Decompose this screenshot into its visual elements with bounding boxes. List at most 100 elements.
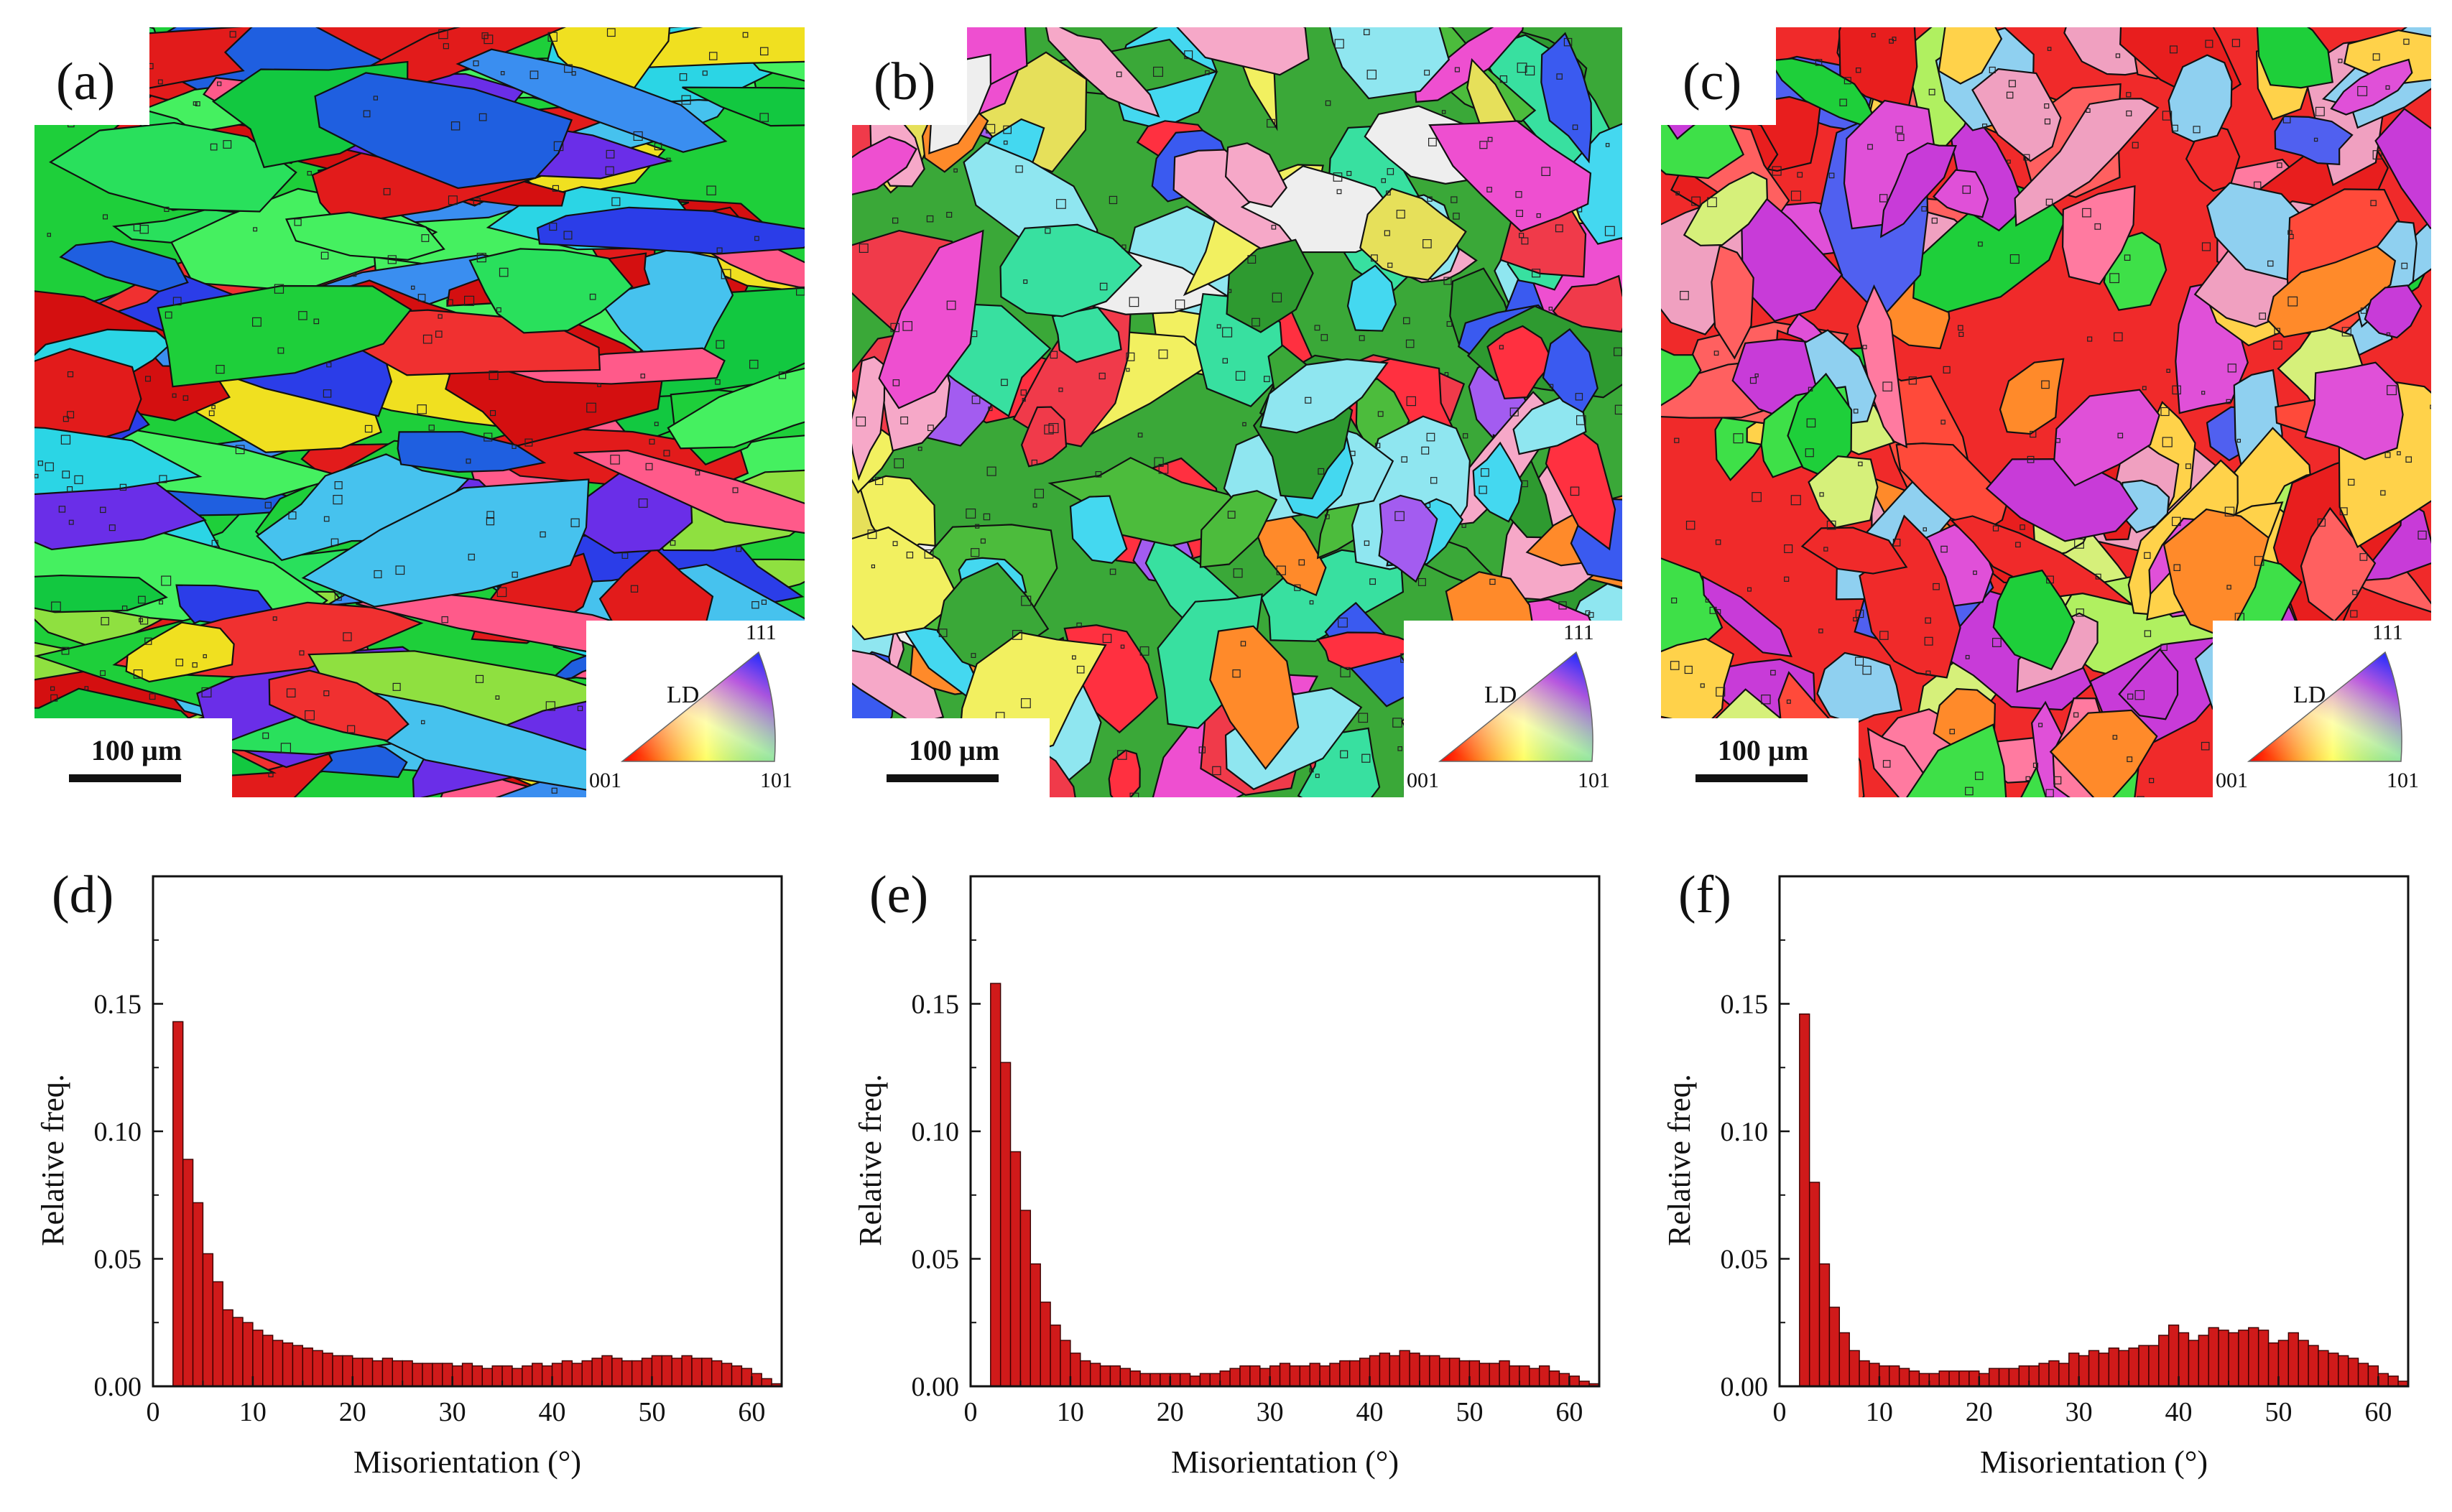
bar	[373, 1361, 383, 1387]
bar	[2298, 1340, 2308, 1386]
ipf-001-label: 001	[1407, 769, 1439, 792]
bar	[1550, 1371, 1560, 1386]
bar	[1469, 1361, 1479, 1387]
bar	[2139, 1345, 2149, 1386]
x-tick-label: 0	[1773, 1397, 1787, 1427]
bar	[2308, 1345, 2318, 1386]
ipf-101-label: 101	[2387, 769, 2419, 792]
x-tick-label: 50	[2264, 1397, 2292, 1427]
bar	[2179, 1332, 2189, 1386]
bar	[1130, 1371, 1140, 1386]
bar	[1810, 1182, 1820, 1386]
bar	[432, 1363, 443, 1386]
bar	[502, 1366, 512, 1386]
ipf-101-label: 101	[760, 769, 792, 792]
bar	[1889, 1366, 1900, 1386]
bar	[1540, 1366, 1550, 1386]
scale-bar	[69, 774, 181, 782]
bar	[1900, 1368, 1910, 1386]
bar	[273, 1340, 283, 1386]
bar	[1859, 1361, 1869, 1387]
bar	[2288, 1332, 2298, 1386]
bar	[2269, 1343, 2279, 1386]
x-tick-label: 30	[439, 1397, 466, 1427]
bar	[1200, 1373, 1210, 1386]
bar	[1070, 1353, 1081, 1386]
chart-f: (f)0 10 20 30 40 50 600.000.050.100.15Misorien…	[1661, 855, 2430, 1501]
bar	[1800, 1014, 1810, 1386]
bar	[1180, 1373, 1190, 1386]
bar	[2149, 1345, 2159, 1386]
bar	[443, 1363, 453, 1386]
bars	[991, 983, 1599, 1386]
bar	[2029, 1366, 2039, 1386]
grain-map-a: (a)100 µmLD001 101111	[34, 27, 805, 797]
bar	[592, 1358, 602, 1386]
bar	[1250, 1366, 1260, 1386]
y-tick-label: 0.05	[912, 1245, 960, 1275]
bar	[193, 1202, 203, 1386]
bar	[1410, 1353, 1420, 1386]
bar	[1320, 1366, 1330, 1386]
bar	[2378, 1373, 2388, 1386]
bar	[2349, 1358, 2359, 1386]
bar	[1081, 1361, 1091, 1387]
bar	[2239, 1330, 2249, 1386]
bar	[233, 1317, 243, 1386]
bar	[2009, 1368, 2019, 1386]
bar	[1370, 1355, 1380, 1386]
x-axis-label: Misorientation (°)	[1171, 1444, 1399, 1480]
bar	[492, 1366, 502, 1386]
bar	[1389, 1355, 1400, 1386]
bar	[1270, 1366, 1280, 1386]
bar	[1120, 1368, 1130, 1386]
bar	[542, 1366, 552, 1386]
bar	[2119, 1350, 2129, 1386]
x-tick-label: 20	[339, 1397, 366, 1427]
bar	[203, 1253, 213, 1386]
bar	[722, 1363, 732, 1386]
y-axis-label: Relative freq.	[853, 1074, 888, 1246]
bar	[1919, 1373, 1929, 1386]
panel-label: (c)	[1683, 52, 1741, 111]
bar	[1011, 1151, 1021, 1386]
bar	[991, 983, 1001, 1386]
bar	[1260, 1368, 1270, 1386]
bar	[1519, 1366, 1530, 1386]
bar	[612, 1358, 622, 1386]
bar	[333, 1355, 343, 1386]
bar	[1060, 1340, 1070, 1386]
bar	[253, 1330, 263, 1386]
bar	[562, 1361, 572, 1387]
ipf-111-label: 111	[1563, 621, 1594, 644]
bar	[1969, 1371, 1979, 1386]
bar	[2388, 1376, 2398, 1386]
bar	[1479, 1363, 1489, 1386]
bar	[453, 1366, 463, 1386]
bar	[1440, 1358, 1450, 1386]
bar	[751, 1373, 762, 1386]
scale-bar	[1695, 774, 1808, 782]
bar	[1379, 1353, 1389, 1386]
bar	[1839, 1332, 1849, 1386]
scale-bar-label: 100 µm	[91, 734, 182, 766]
x-axis-label: Misorientation (°)	[1980, 1444, 2208, 1480]
x-axis-label: Misorientation (°)	[353, 1444, 581, 1480]
plot-frame	[153, 876, 782, 1386]
bar	[1220, 1371, 1230, 1386]
bar	[1350, 1361, 1360, 1387]
histogram-d: (d) 0 10 20 30 40 50 60 0.00 0.05 0.10 0.15 Misorien…	[34, 855, 803, 1501]
bar	[1110, 1366, 1120, 1386]
bar	[1230, 1368, 1240, 1386]
bar	[2278, 1340, 2288, 1386]
bar	[292, 1345, 302, 1386]
bar	[732, 1366, 742, 1386]
bar	[2318, 1350, 2328, 1386]
y-tick-label: 0.15	[912, 990, 960, 1020]
bar	[482, 1368, 492, 1386]
x-tick-label: 60	[2364, 1397, 2392, 1427]
scale-bar	[887, 774, 999, 782]
bar	[243, 1322, 253, 1386]
bar	[343, 1355, 353, 1386]
bar	[1210, 1373, 1220, 1386]
